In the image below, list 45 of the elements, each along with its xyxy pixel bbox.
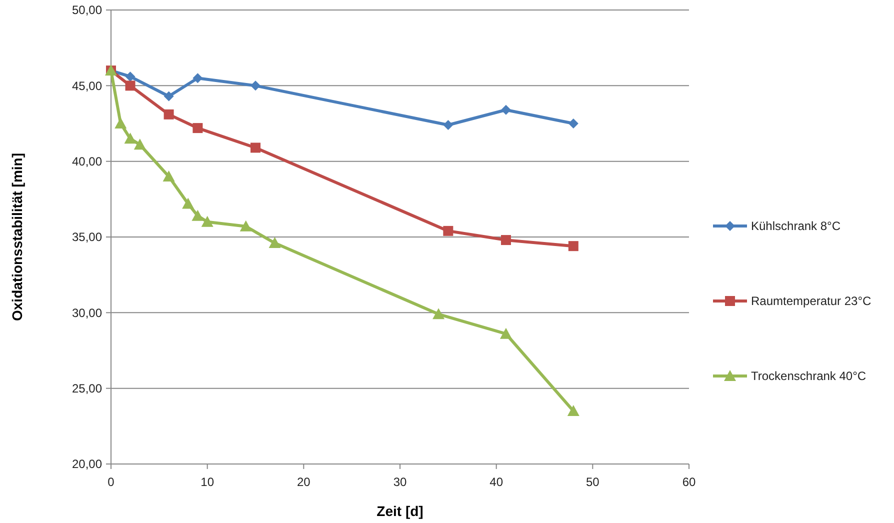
y-tick-label: 20,00 [72,457,102,472]
point [114,118,127,128]
y-tick-label: 50,00 [72,3,102,18]
point [134,138,146,150]
point [201,216,214,227]
y-tick-label: 30,00 [72,306,102,320]
point [182,198,194,209]
y-tick-label: 45,00 [72,78,102,93]
x-tick-label: 30 [393,475,407,489]
x-tick-label: 10 [200,475,214,489]
point [124,132,136,144]
x-tick-label: 60 [682,475,696,489]
legend-label: Raumtemperatur 23°C [751,294,872,308]
point [500,328,512,339]
point [443,120,454,130]
x-tick-label: 0 [108,475,115,489]
x-axis-title: Zeit [d] [376,503,424,519]
point [500,235,511,246]
point [500,104,511,115]
point [250,80,260,91]
point [250,142,260,153]
point [192,123,203,134]
y-tick-label: 35,00 [72,230,102,244]
point [568,118,578,128]
point [240,220,252,232]
x-tick-label: 20 [296,475,311,489]
point [432,308,445,320]
point [125,80,136,91]
legend-label: Trockenschrank 40°C [751,369,866,384]
point [192,210,204,221]
point [568,241,578,252]
point [125,72,136,82]
point [268,237,281,248]
point [164,109,174,120]
y-axis-title: Oxidationsstabilität [min] [9,152,25,322]
x-tick-label: 40 [490,475,504,489]
legend-label: Kühlschrank 8°C [751,219,841,234]
point [443,226,454,236]
point [567,405,580,416]
point [162,170,175,182]
point [164,91,174,102]
y-tick-label: 25,00 [72,382,102,396]
x-tick-label: 50 [586,475,600,489]
point [192,73,203,84]
y-tick-label: 40,00 [72,154,102,169]
